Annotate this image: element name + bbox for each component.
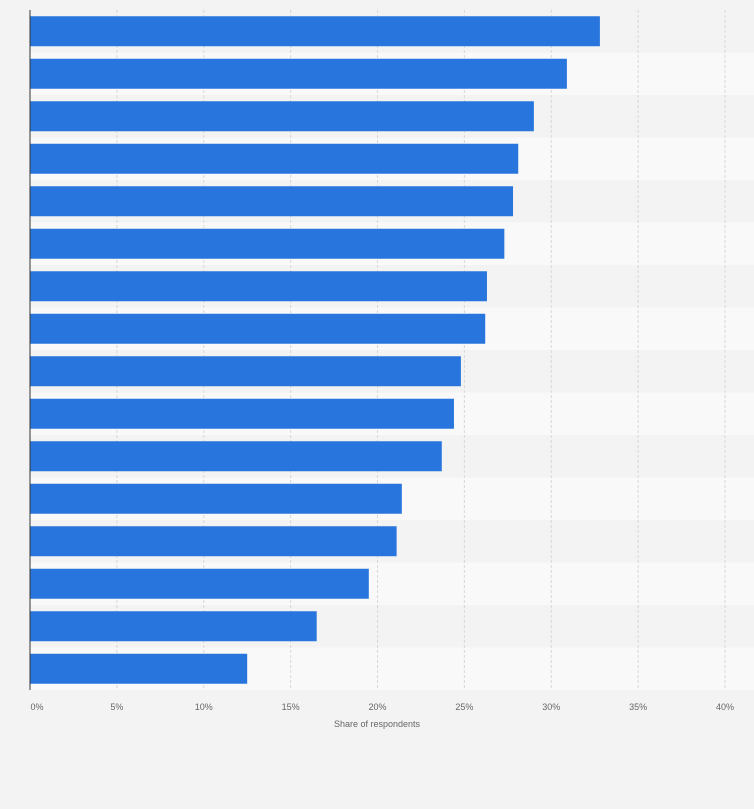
bar xyxy=(30,186,514,217)
x-tick-label: 15% xyxy=(282,702,300,712)
x-tick-label: 40% xyxy=(716,702,734,712)
bar xyxy=(30,526,397,557)
x-tick-label: 20% xyxy=(368,702,386,712)
bar xyxy=(30,143,519,174)
bar xyxy=(30,356,461,387)
x-tick-label: 10% xyxy=(195,702,213,712)
bar xyxy=(30,101,534,132)
x-axis-title: Share of respondents xyxy=(334,719,421,729)
bar xyxy=(30,398,454,429)
x-tick-label: 25% xyxy=(455,702,473,712)
x-tick-label: 35% xyxy=(629,702,647,712)
bar xyxy=(30,441,442,472)
bar xyxy=(30,271,487,302)
bar xyxy=(30,228,505,259)
bar xyxy=(30,568,369,599)
bar xyxy=(30,313,486,344)
x-tick-label: 30% xyxy=(542,702,560,712)
bar xyxy=(30,483,402,514)
bar xyxy=(30,16,600,47)
x-tick-label: 0% xyxy=(30,702,43,712)
x-tick-label: 5% xyxy=(110,702,123,712)
bar xyxy=(30,653,248,684)
bar xyxy=(30,611,317,642)
bar xyxy=(30,58,567,89)
